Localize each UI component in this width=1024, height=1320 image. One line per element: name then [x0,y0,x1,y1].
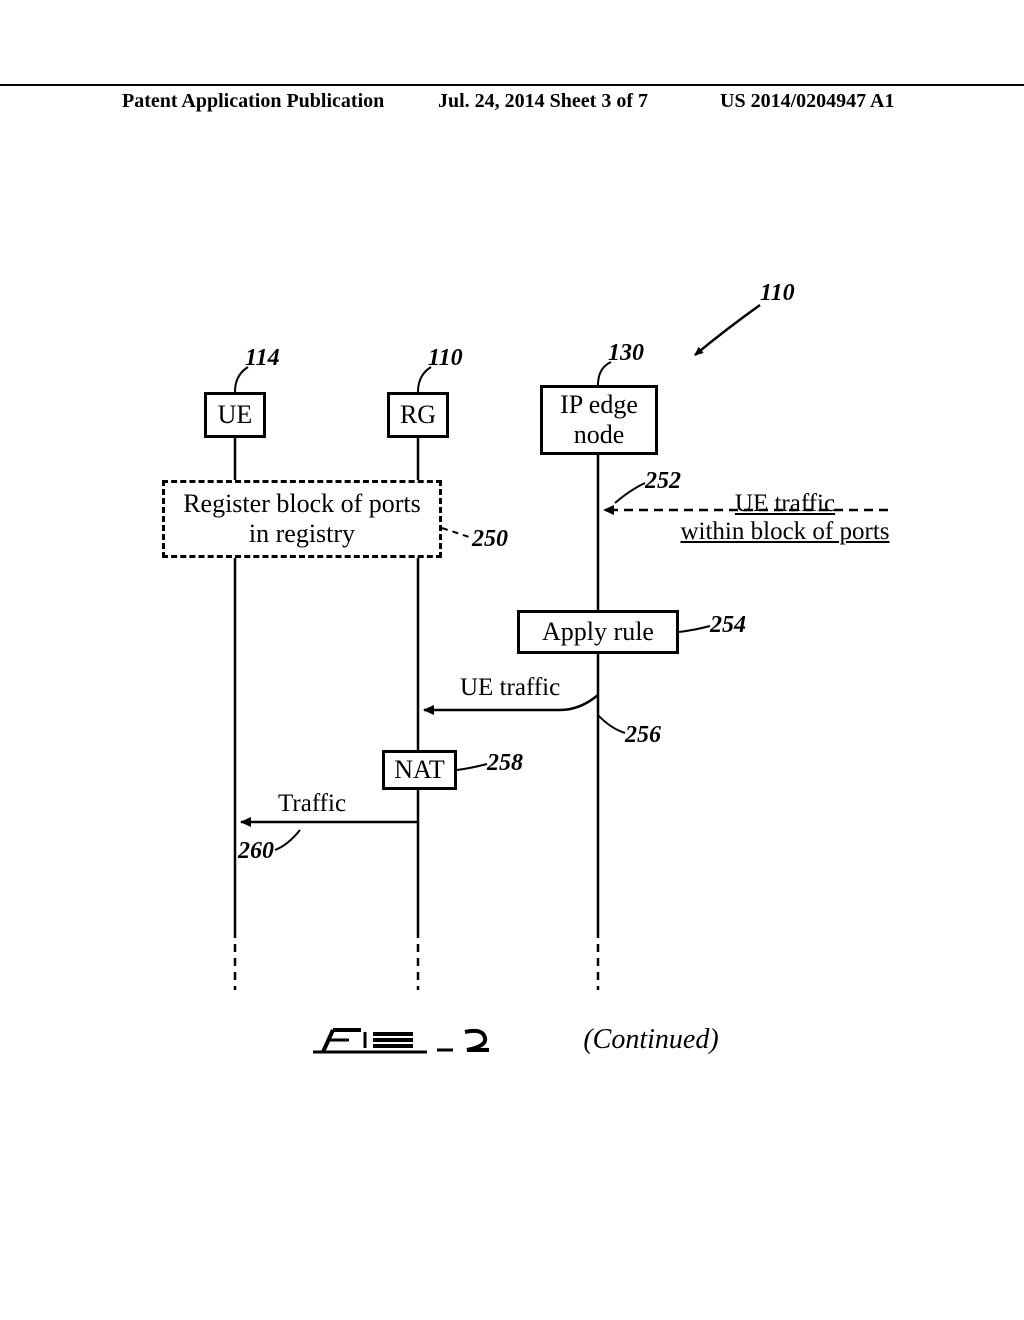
label-traffic-out: Traffic [278,790,346,818]
label-ue-traffic-mid: UE traffic [460,674,560,702]
label-ue-traffic-in: UE traffic within block of ports [680,462,890,546]
ref-110-top: 110 [760,280,795,307]
box-ip-edge: IP edge node [540,385,658,455]
label-ue-traffic-in-text: UE traffic within block of ports [680,490,889,545]
ref-110: 110 [428,345,463,372]
ref-256: 256 [625,722,661,749]
figure-number-graphic [305,1020,575,1060]
ref-252: 252 [645,468,681,495]
figure-caption: (Continued) [0,1020,1024,1060]
header-right: US 2014/0204947 A1 [720,90,894,113]
box-nat: NAT [382,750,457,790]
figure-suffix: (Continued) [583,1024,718,1055]
box-ue: UE [204,392,266,438]
ref-114: 114 [245,345,280,372]
page-header: Patent Application Publication Jul. 24, … [0,84,1024,90]
sequence-diagram: 110 114 110 130 UE RG IP edge node Regis… [120,290,910,1010]
ref-254: 254 [710,612,746,639]
box-apply-rule: Apply rule [517,610,679,654]
ref-260: 260 [238,838,274,865]
ref-258: 258 [487,750,523,777]
box-rg: RG [387,392,449,438]
box-register: Register block of ports in registry [162,480,442,558]
ref-130: 130 [608,340,644,367]
ref-250: 250 [472,526,508,553]
header-left: Patent Application Publication [122,90,384,113]
header-center: Jul. 24, 2014 Sheet 3 of 7 [438,90,648,113]
